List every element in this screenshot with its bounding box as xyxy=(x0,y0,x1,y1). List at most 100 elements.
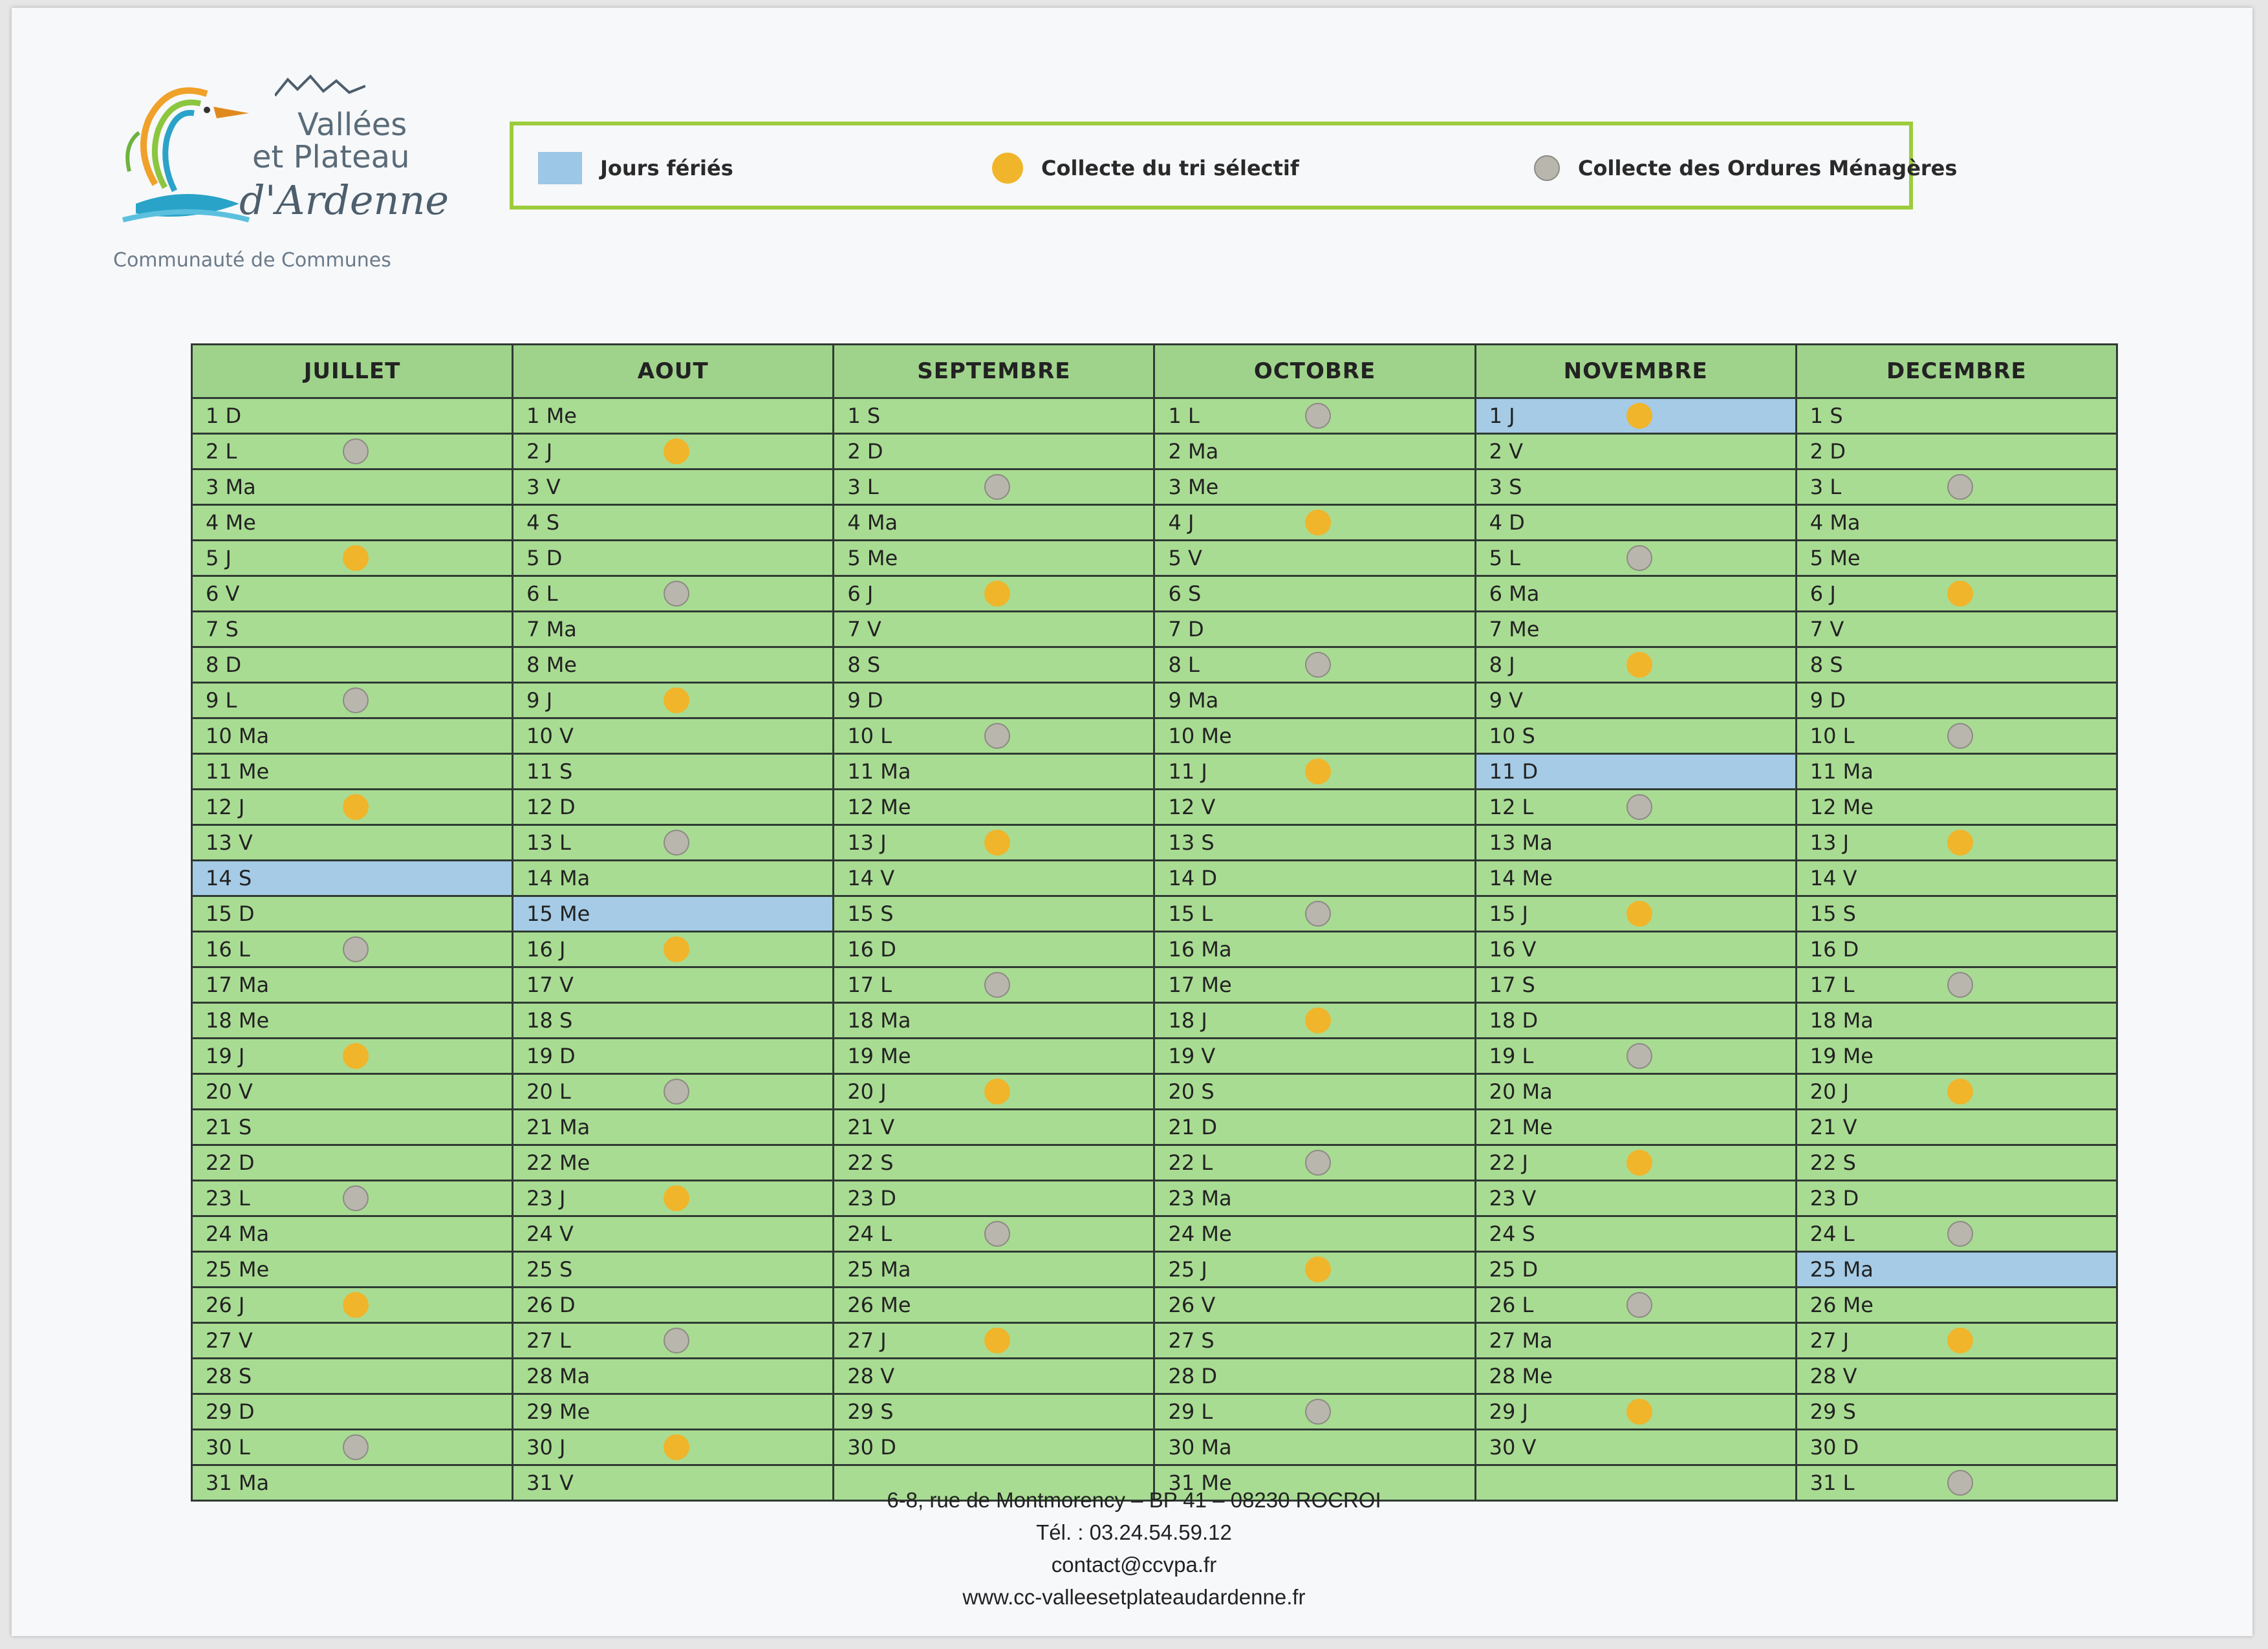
table-row: 22 D 22 Me 22 S 22 L 22 J 22 S xyxy=(190,1144,2119,1181)
logo-line-1: Vallées xyxy=(297,107,407,143)
day-cell: 3 L xyxy=(1795,468,2119,506)
day-cell: 3 S xyxy=(1474,468,1797,506)
day-label: 12 Me xyxy=(1809,795,1874,819)
day-label: 27 J xyxy=(1809,1328,1850,1353)
day-label: 10 L xyxy=(847,724,892,748)
tri-collection-dot-icon xyxy=(343,1043,369,1069)
household-waste-dot-icon xyxy=(1947,1221,1973,1247)
day-cell: 24 Me xyxy=(1153,1215,1476,1253)
day-label: 23 J xyxy=(526,1186,566,1211)
day-label: 12 Me xyxy=(847,795,911,819)
day-label: 30 J xyxy=(526,1435,566,1460)
day-label: 9 D xyxy=(847,688,883,713)
day-cell: 9 Ma xyxy=(1153,682,1476,719)
table-row: 13 V 13 L 13 J 13 S 13 Ma 13 J xyxy=(190,824,2119,861)
day-cell: 6 Ma xyxy=(1474,575,1797,612)
day-cell: 25 Ma xyxy=(832,1251,1156,1288)
day-label: 29 S xyxy=(847,1399,894,1424)
day-cell: 10 Ma xyxy=(190,717,514,755)
day-cell: 30 D xyxy=(832,1428,1156,1466)
day-cell: 8 Me xyxy=(512,646,835,684)
household-waste-dot-icon xyxy=(984,474,1011,500)
day-label: 19 L xyxy=(1489,1044,1534,1068)
day-label: 22 D xyxy=(206,1150,255,1175)
day-cell: 30 J xyxy=(512,1428,835,1466)
day-label: 13 Ma xyxy=(1489,830,1553,855)
day-cell: 14 V xyxy=(1795,859,2119,897)
day-label: 14 Me xyxy=(1489,866,1553,890)
table-row: 14 S 14 Ma 14 V 14 D 14 Me 14 V xyxy=(190,859,2119,897)
household-waste-dot-icon xyxy=(343,687,369,713)
day-cell: 20 Ma xyxy=(1474,1073,1797,1110)
day-cell: 28 V xyxy=(1795,1357,2119,1395)
day-label: 5 Me xyxy=(847,546,898,570)
day-cell: 9 D xyxy=(1795,682,2119,719)
day-cell: 20 J xyxy=(832,1073,1156,1110)
day-label: 10 L xyxy=(1809,724,1855,748)
day-cell: 25 Ma xyxy=(1795,1251,2119,1288)
day-cell: 14 Ma xyxy=(512,859,835,897)
day-label: 18 Ma xyxy=(847,1008,911,1033)
day-cell: 23 Ma xyxy=(1153,1180,1476,1217)
household-waste-dot-icon xyxy=(343,936,369,962)
day-cell: 16 L xyxy=(190,931,514,968)
table-row: 21 S 21 Ma 21 V 21 D 21 Me 21 V xyxy=(190,1108,2119,1146)
day-cell: 27 Ma xyxy=(1474,1322,1797,1359)
day-cell: 2 J xyxy=(512,433,835,470)
day-cell: 2 D xyxy=(832,433,1156,470)
day-label: 22 J xyxy=(1489,1150,1528,1175)
household-waste-dot-icon xyxy=(664,581,690,607)
day-cell: 4 D xyxy=(1474,504,1797,541)
day-label: 20 L xyxy=(526,1079,571,1104)
household-waste-dot-icon xyxy=(1947,723,1973,749)
day-label: 27 L xyxy=(526,1328,571,1353)
legend-holiday-label: Jours fériés xyxy=(600,156,733,180)
day-cell: 18 J xyxy=(1153,1002,1476,1039)
tri-collection-dot-icon xyxy=(1626,1150,1652,1176)
day-label: 12 L xyxy=(1489,795,1534,819)
month-header: AOUT xyxy=(512,343,835,399)
day-cell: 18 S xyxy=(512,1002,835,1039)
household-waste-dot-icon xyxy=(1305,1150,1332,1176)
household-waste-dot-icon xyxy=(1626,545,1652,571)
day-label: 17 Ma xyxy=(206,973,270,997)
day-label: 9 J xyxy=(526,688,553,713)
day-cell: 19 L xyxy=(1474,1037,1797,1075)
tri-collection-dot-icon xyxy=(984,830,1011,856)
day-cell: 19 V xyxy=(1153,1037,1476,1075)
day-label: 22 L xyxy=(1168,1150,1213,1175)
day-cell: 11 Me xyxy=(190,753,514,790)
day-label: 14 S xyxy=(206,866,252,890)
day-label: 23 V xyxy=(1489,1186,1537,1211)
day-label: 15 J xyxy=(1489,901,1528,926)
household-waste-dot-icon xyxy=(1305,652,1332,678)
tri-dot-icon xyxy=(992,153,1023,184)
day-cell: 28 D xyxy=(1153,1357,1476,1395)
day-cell: 21 V xyxy=(1795,1108,2119,1146)
day-cell: 10 Me xyxy=(1153,717,1476,755)
day-label: 2 D xyxy=(1809,439,1846,464)
tri-collection-dot-icon xyxy=(343,794,369,820)
day-cell: 2 V xyxy=(1474,433,1797,470)
day-label: 5 Me xyxy=(1809,546,1861,570)
day-cell: 6 J xyxy=(832,575,1156,612)
day-cell: 22 L xyxy=(1153,1144,1476,1181)
tri-collection-dot-icon xyxy=(343,545,369,571)
day-cell: 30 Ma xyxy=(1153,1428,1476,1466)
day-label: 11 J xyxy=(1168,759,1207,784)
day-label: 19 D xyxy=(526,1044,576,1068)
day-label: 31 Me xyxy=(1168,1471,1232,1495)
day-cell: 15 S xyxy=(832,895,1156,932)
day-cell: 18 Ma xyxy=(832,1002,1156,1039)
table-row: 31 Ma 31 V 31 Me 31 L xyxy=(190,1464,2119,1502)
day-label: 26 V xyxy=(1168,1293,1216,1317)
day-label: 4 S xyxy=(526,510,559,535)
day-label: 3 V xyxy=(526,475,561,499)
day-label: 25 S xyxy=(526,1257,573,1282)
day-cell: 19 J xyxy=(190,1037,514,1075)
day-label: 25 D xyxy=(1489,1257,1539,1282)
tri-collection-dot-icon xyxy=(1626,652,1652,678)
day-label: 9 V xyxy=(1489,688,1524,713)
table-row: 23 L 23 J 23 D 23 Ma 23 V 23 D xyxy=(190,1180,2119,1217)
day-cell: 22 D xyxy=(190,1144,514,1181)
